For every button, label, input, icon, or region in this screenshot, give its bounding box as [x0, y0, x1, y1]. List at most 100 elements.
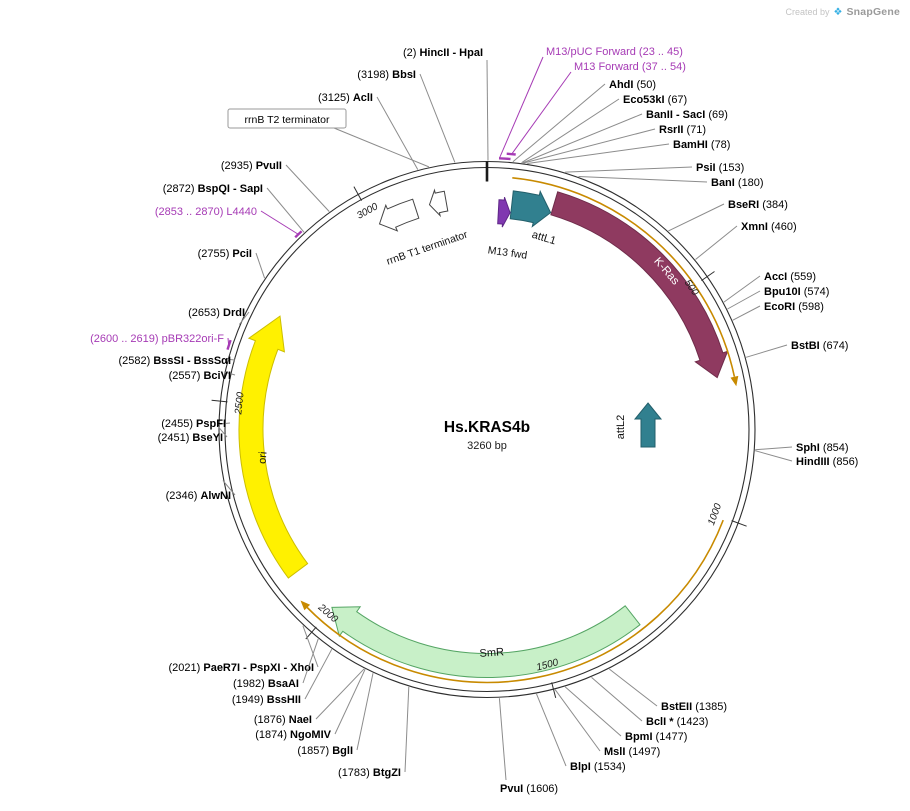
callout-line-2755-pcii	[255, 252, 266, 279]
label-2853-2870-l4440[interactable]: (2853 .. 2870) L4440	[155, 206, 257, 218]
plasmid-size: 3260 bp	[467, 440, 507, 452]
label-bsteii-1385[interactable]: BstEII (1385)	[661, 701, 727, 713]
orf-arc-2	[306, 519, 724, 684]
label-bamhi-78[interactable]: BamHI (78)	[673, 139, 730, 151]
feature-label-rrnb-t1-terminator[interactable]: rrnB T1 terminator	[385, 228, 470, 267]
tick-1000	[731, 520, 747, 527]
label-2872-bspqi-sapi[interactable]: (2872) BspQI - SapI	[163, 183, 263, 195]
label-1949-bsshii[interactable]: (1949) BssHII	[232, 694, 301, 706]
primer-mark-1[interactable]	[498, 157, 511, 161]
label-hindiii-856[interactable]: HindIII (856)	[796, 456, 858, 468]
label-m13-puc-forward-23-45[interactable]: M13/pUC Forward (23 .. 45)	[546, 46, 683, 58]
callout-line-2021-paer7i-pspxi-xhoi	[302, 625, 319, 668]
callout-line-bpmi-1477	[564, 686, 622, 737]
callout-line-2653-drdi	[238, 311, 250, 325]
label-bseri-384[interactable]: BseRI (384)	[728, 199, 788, 211]
label-3198-bbsi[interactable]: (3198) BbsI	[357, 69, 416, 81]
label-psii-153[interactable]: PsiI (153)	[696, 162, 744, 174]
feature-label-attl2[interactable]: attL2	[615, 415, 627, 439]
orf-arc-head-2	[300, 600, 311, 611]
label-rsrii-71[interactable]: RsrII (71)	[659, 124, 706, 136]
label-acci-559[interactable]: AccI (559)	[764, 271, 816, 283]
label-1783-btgzi[interactable]: (1783) BtgZI	[338, 767, 401, 779]
tick-label-3000: 3000	[355, 201, 380, 222]
label-2653-drdi[interactable]: (2653) DrdI	[188, 307, 245, 319]
callout-line-eco53ki-67	[521, 98, 620, 164]
label-bcli-1423[interactable]: BclI * (1423)	[646, 716, 708, 728]
label-eco53ki-67[interactable]: Eco53kI (67)	[623, 94, 687, 106]
primer-mark-3[interactable]	[226, 339, 232, 350]
label-banii-saci-69[interactable]: BanII - SacI (69)	[646, 109, 728, 121]
label-bpu10i-574[interactable]: Bpu10I (574)	[764, 286, 829, 298]
label-sphi-854[interactable]: SphI (854)	[796, 442, 849, 454]
label-1874-ngomiv[interactable]: (1874) NgoMIV	[255, 729, 331, 741]
watermark-brand: SnapGene	[846, 6, 900, 18]
callout-line-1874-ngomiv	[334, 669, 366, 735]
label-m13-forward-37-54[interactable]: M13 Forward (37 .. 54)	[574, 61, 686, 73]
label-rrnb-t2-terminator[interactable]: rrnB T2 terminator	[245, 114, 331, 126]
label-2755-pcii[interactable]: (2755) PciI	[198, 248, 252, 260]
callout-line-bamhi-78	[527, 143, 670, 164]
callout-line-msli-1497	[554, 689, 601, 752]
label-ahdi-50[interactable]: AhdI (50)	[609, 79, 656, 91]
label-2600-2619-pbr322ori-f[interactable]: (2600 .. 2619) pBR322ori-F	[90, 333, 224, 345]
label-2935-pvuii[interactable]: (2935) PvuII	[221, 160, 282, 172]
label-1857-bgli[interactable]: (1857) BglI	[297, 745, 353, 757]
feature-rrnb-t1-terminator[interactable]	[378, 198, 420, 232]
callout-line-2557-bcivi	[224, 371, 236, 376]
callout-line-1876-naei	[315, 668, 365, 720]
label-2582-bsssi-bsss-i[interactable]: (2582) BssSI - BssSαI	[118, 355, 231, 367]
callout-line-blpi-1534	[536, 693, 567, 767]
callout-line-2872-bspqi-sapi	[266, 187, 305, 233]
tick-3000	[353, 186, 363, 201]
callout-line-bseri-384	[668, 203, 725, 232]
feature-m13-fwd[interactable]	[497, 197, 511, 228]
callout-line-xmni-460	[695, 225, 738, 260]
label-2-hincii-hpai[interactable]: (2) HincII - HpaI	[403, 47, 483, 59]
callout-line-3125-acli	[376, 96, 419, 170]
label-1982-bsaai[interactable]: (1982) BsaAI	[233, 678, 299, 690]
feature-attl1[interactable]	[509, 189, 552, 228]
label-2455-pspfi[interactable]: (2455) PspFI	[161, 418, 226, 430]
callout-line-2600-2619-pbr322ori-f	[227, 337, 230, 345]
callout-line-1857-bgli	[356, 673, 374, 751]
feature-attl2[interactable]	[633, 402, 663, 448]
label-1876-naei[interactable]: (1876) NaeI	[254, 714, 312, 726]
tick-label-1500: 1500	[535, 657, 560, 673]
watermark-created-by: Created by	[785, 7, 830, 17]
plasmid-center-label: Hs.KRAS4b 3260 bp	[444, 419, 530, 452]
callout-line-acci-559	[723, 275, 761, 303]
snapgene-logo-icon: ❖	[833, 7, 843, 18]
callout-line-sphi-854	[755, 446, 793, 451]
label-xmni-460[interactable]: XmnI (460)	[741, 221, 797, 233]
feature-ori[interactable]	[238, 315, 309, 579]
label-pvui-1606[interactable]: PvuI (1606)	[500, 783, 558, 795]
primer-mark-4[interactable]	[294, 230, 303, 239]
primer-mark-2[interactable]	[506, 152, 516, 156]
label-2557-bcivi[interactable]: (2557) BciVI	[169, 370, 231, 382]
feature-smr[interactable]	[331, 605, 641, 679]
label-2346-alwni[interactable]: (2346) AlwNI	[166, 490, 231, 502]
callout-line-1783-btgzi	[404, 686, 410, 773]
callout-line-bsteii-1385	[609, 668, 658, 707]
feature-label-ori[interactable]: ori	[257, 451, 270, 464]
feature-label-attl1[interactable]: attL1	[530, 229, 557, 248]
label-bpmi-1477[interactable]: BpmI (1477)	[625, 731, 687, 743]
callout-line-2853-2870-l4440	[260, 210, 299, 235]
label-2451-bseyi[interactable]: (2451) BseYI	[158, 432, 223, 444]
feature-rrnb-t2-terminator-feature[interactable]	[428, 188, 449, 218]
label-blpi-1534[interactable]: BlpI (1534)	[570, 761, 626, 773]
feature-label-smr[interactable]: SmR	[479, 646, 504, 660]
tick-label-2500: 2500	[233, 391, 246, 416]
label-ecori-598[interactable]: EcoRI (598)	[764, 301, 824, 313]
label-bani-180[interactable]: BanI (180)	[711, 177, 764, 189]
label-msli-1497[interactable]: MslI (1497)	[604, 746, 660, 758]
feature-k-ras[interactable]	[550, 191, 729, 379]
callout-line-bstbi-674	[745, 344, 788, 358]
label-3125-acli[interactable]: (3125) AclI	[318, 92, 373, 104]
label-bstbi-674[interactable]: BstBI (674)	[791, 340, 848, 352]
feature-label-m13-fwd[interactable]: M13 fwd	[487, 244, 528, 261]
label-2021-paer7i-pspxi-xhoi[interactable]: (2021) PaeR7I - PspXI - XhoI	[169, 662, 315, 674]
